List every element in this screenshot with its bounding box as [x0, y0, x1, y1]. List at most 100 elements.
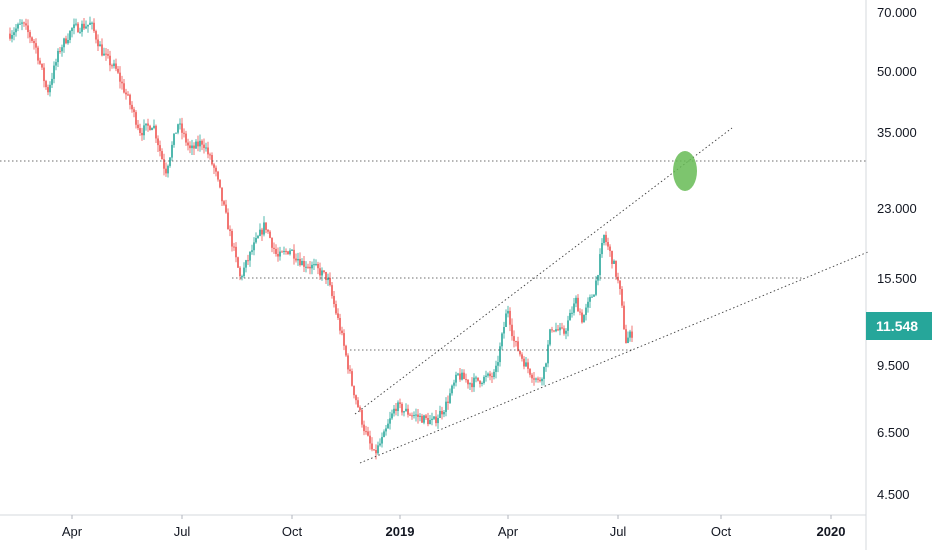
candle-body [195, 141, 197, 149]
x-axis[interactable]: Apr Jul Oct 2019 Apr Jul Oct 2020 [62, 515, 846, 539]
candle-body [539, 379, 541, 382]
candle-body [131, 104, 133, 110]
candle-body [389, 418, 391, 424]
candle-body [71, 28, 73, 32]
candle-body [487, 373, 489, 376]
candle-body [569, 313, 571, 321]
candle-body [245, 260, 247, 268]
y-tick-label: 9.500 [877, 358, 910, 373]
candle-body [105, 53, 107, 55]
candle-body [53, 65, 55, 79]
candle-body [405, 408, 407, 412]
candle-body [501, 333, 503, 347]
candle-body [49, 84, 51, 93]
candle-body [469, 383, 471, 385]
candles [9, 16, 633, 460]
candle-body [221, 187, 223, 202]
candle-body [409, 414, 411, 416]
candle-body [63, 38, 65, 48]
candle-body [281, 251, 283, 253]
candle-body [243, 267, 245, 277]
candle-body [227, 212, 229, 230]
candle-body [329, 277, 331, 286]
y-tick-label: 15.500 [877, 271, 917, 286]
candle-body [601, 242, 603, 255]
candle-body [9, 33, 11, 39]
candle-body [293, 249, 295, 259]
candle-body [345, 345, 347, 356]
candle-body [47, 87, 49, 93]
candle-body [301, 260, 303, 266]
candle-body [33, 40, 35, 44]
candle-body [129, 94, 131, 105]
candle-body [223, 201, 225, 205]
candle-body [97, 39, 99, 47]
candle-body [455, 374, 457, 383]
candle-body [525, 362, 527, 367]
candle-body [371, 443, 373, 450]
candle-body [327, 277, 329, 281]
candle-body [403, 411, 405, 413]
candle-body [393, 408, 395, 414]
plot-area[interactable] [0, 16, 869, 464]
candle-body [25, 23, 27, 26]
candle-body [81, 23, 83, 32]
candle-body [235, 246, 237, 258]
lower-trendline[interactable] [359, 251, 869, 464]
candle-body [317, 263, 319, 269]
candle-body [179, 123, 181, 125]
candle-body [531, 374, 533, 379]
candle-body [325, 271, 327, 281]
candle-body [181, 123, 183, 133]
candle-body [597, 275, 599, 281]
candle-body [199, 140, 201, 147]
target-highlight[interactable] [673, 151, 697, 191]
candle-body [433, 416, 435, 419]
candle-body [121, 81, 123, 84]
candle-body [297, 258, 299, 261]
upper-trendline[interactable] [354, 127, 733, 415]
candle-body [349, 369, 351, 372]
candle-body [119, 72, 121, 82]
candle-body [521, 354, 523, 359]
candle-body [529, 368, 531, 375]
candle-body [423, 415, 425, 423]
candle-body [379, 443, 381, 446]
candle-body [299, 258, 301, 266]
candle-body [515, 341, 517, 343]
candle-body [117, 68, 119, 73]
candle-body [557, 329, 559, 331]
candle-body [427, 417, 429, 425]
candle-body [605, 234, 607, 243]
candle-body [193, 145, 195, 149]
candle-body [115, 63, 117, 69]
candle-body [361, 410, 363, 425]
candle-body [621, 289, 623, 306]
candle-body [55, 62, 57, 66]
candle-body [107, 54, 109, 56]
candle-body [167, 165, 169, 174]
candle-body [151, 127, 153, 131]
candle-body [67, 39, 69, 44]
candle-body [17, 24, 19, 29]
candle-body [537, 378, 539, 380]
candle-body [561, 327, 563, 329]
drawings [0, 127, 869, 464]
candle-body [285, 250, 287, 252]
y-axis[interactable]: 70.000 50.000 35.000 23.000 15.500 9.500 6.500… [877, 5, 917, 502]
candle-body [579, 311, 581, 313]
candle-body [95, 31, 97, 40]
candle-body [507, 310, 509, 314]
candle-body [575, 297, 577, 304]
candle-body [93, 22, 95, 32]
candle-body [209, 154, 211, 156]
candle-body [153, 125, 155, 128]
x-tick-label: Apr [498, 524, 519, 539]
candle-body [237, 257, 239, 268]
candle-body [585, 307, 587, 315]
candle-body [467, 379, 469, 385]
candle-body [155, 125, 157, 139]
candle-body [553, 330, 555, 332]
candle-body [231, 230, 233, 247]
